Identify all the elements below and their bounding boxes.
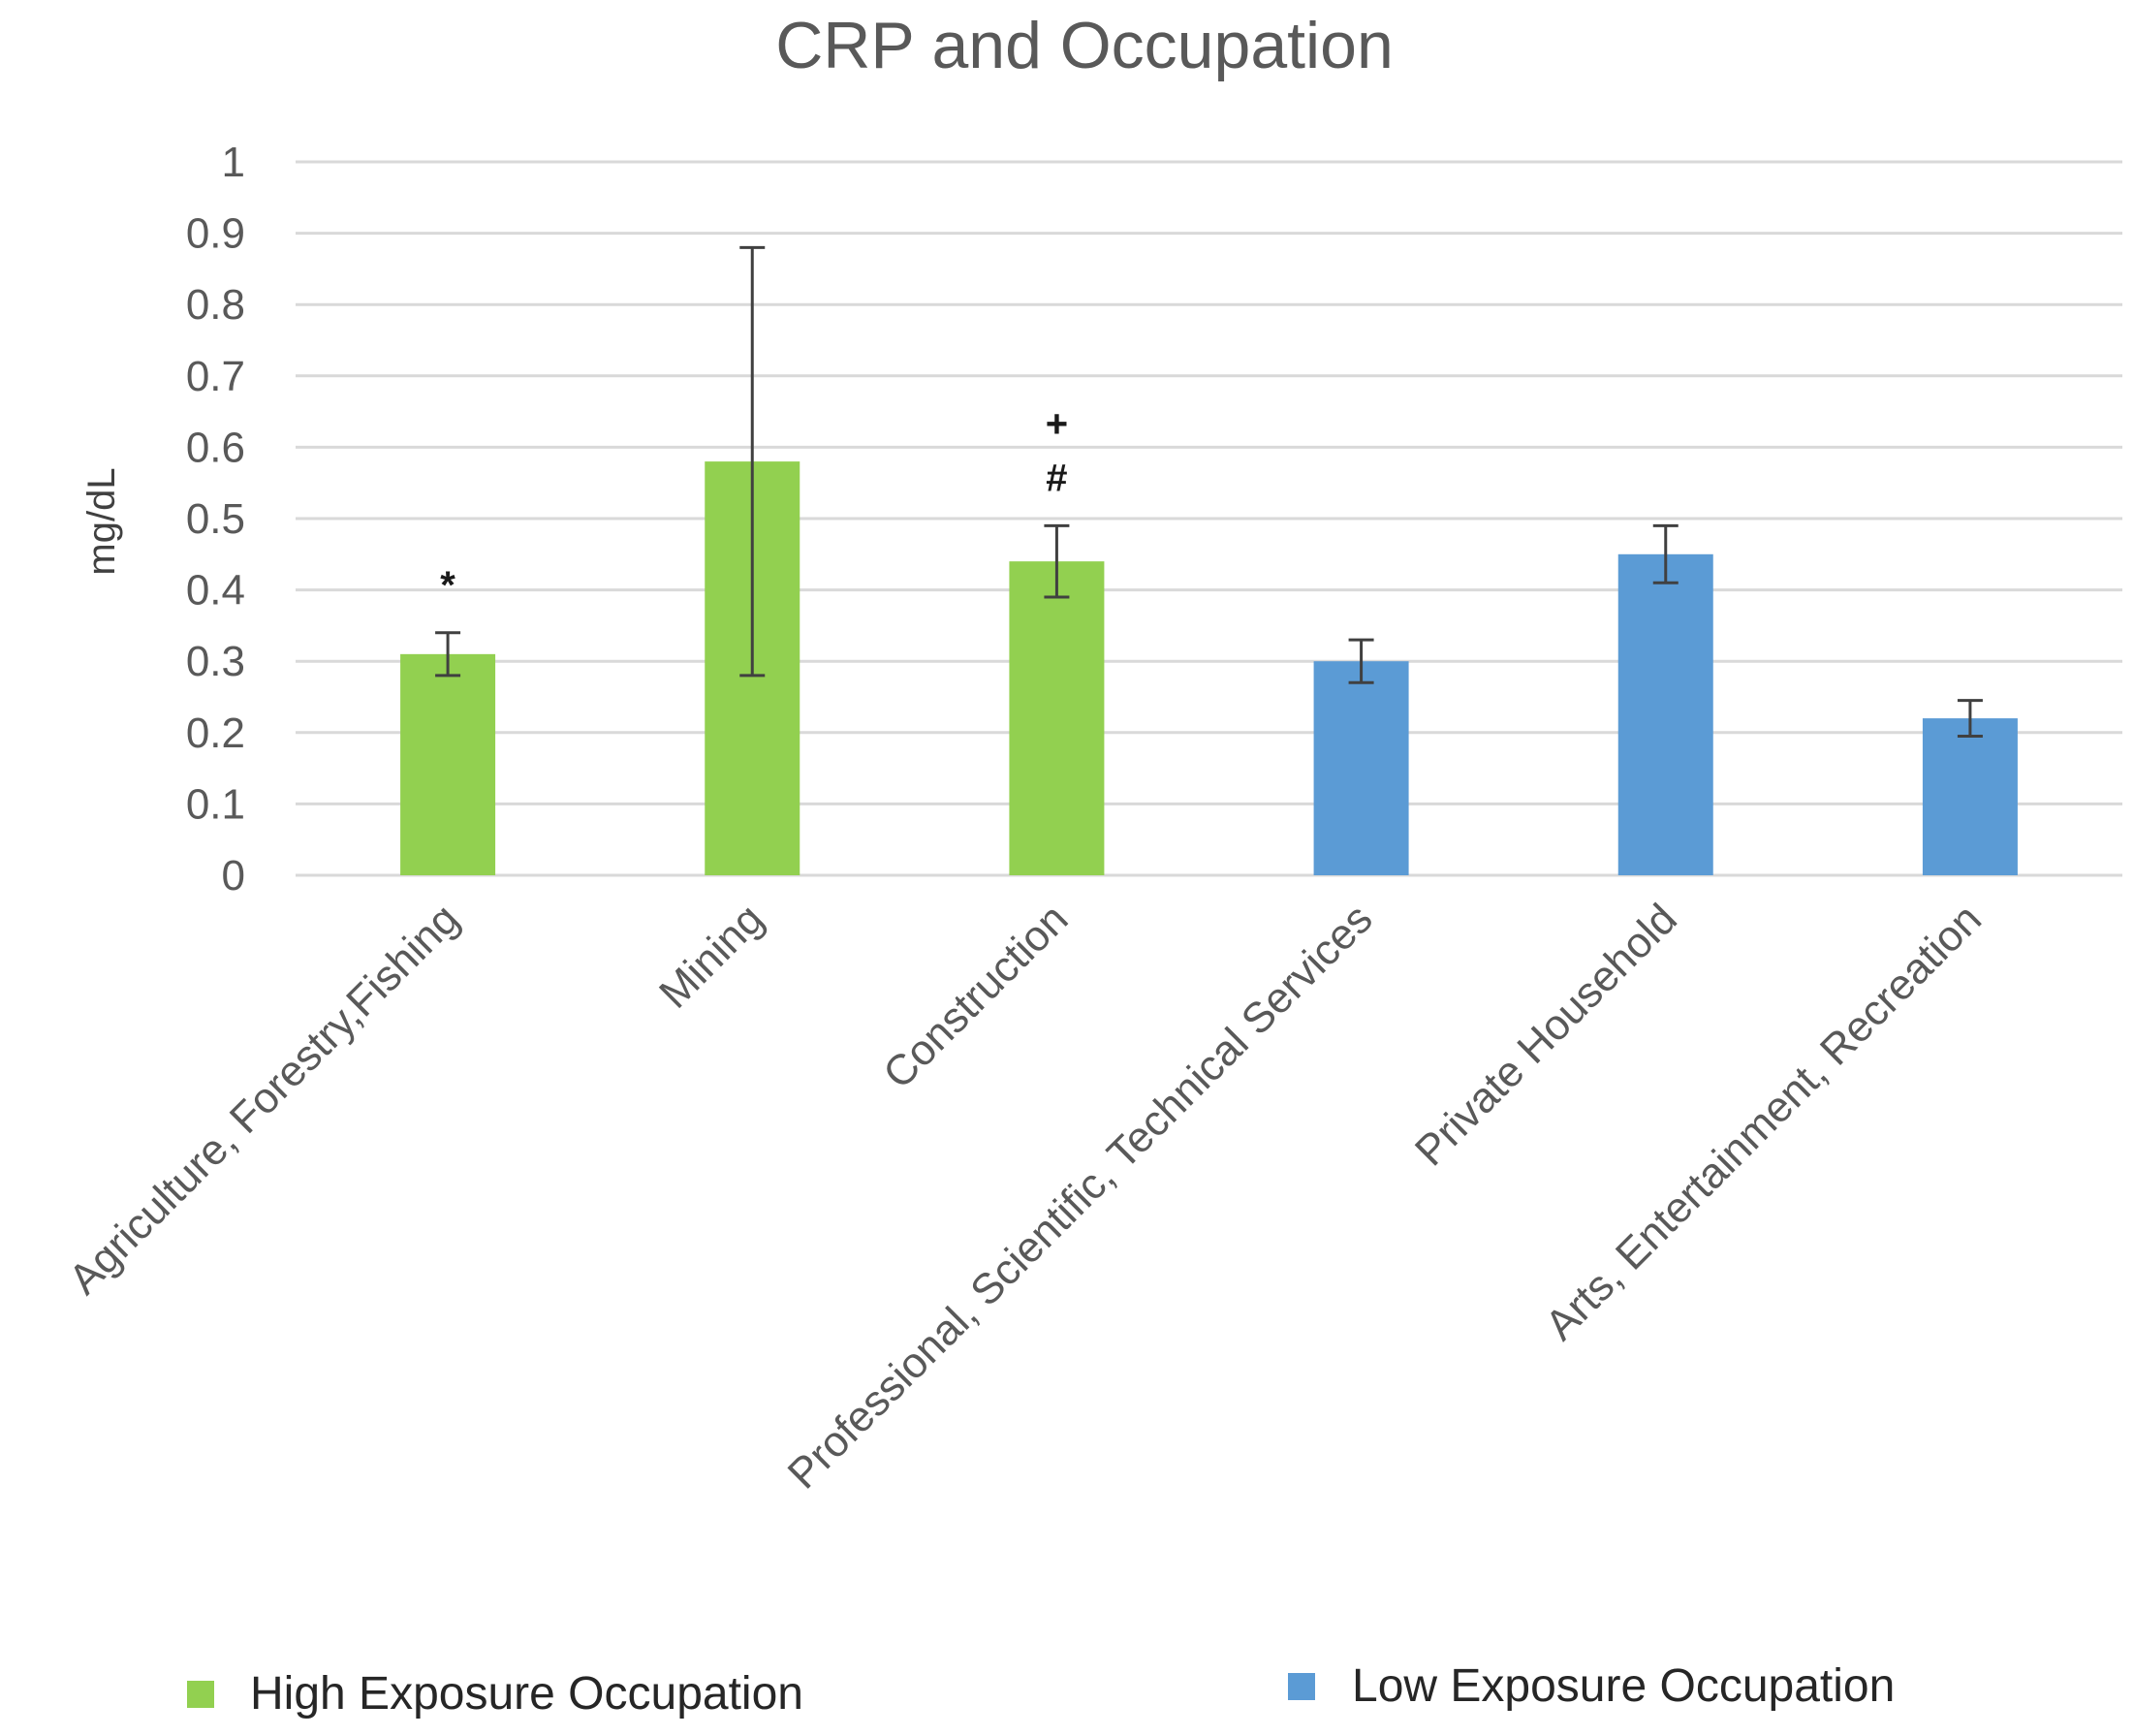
x-axis-labels: Agriculture, Forestry,Fishing Mining Const… — [60, 895, 1991, 1498]
bar — [1922, 718, 2018, 875]
bar — [1009, 561, 1105, 875]
bar — [1617, 553, 1713, 875]
significance-annotations: * # + — [440, 402, 1068, 606]
annotation-mark: + — [1046, 402, 1068, 445]
y-tick-label: 0.4 — [186, 567, 245, 615]
y-tick-label: 0.7 — [186, 353, 245, 400]
y-tick-label: 0 — [222, 852, 245, 900]
legend-swatch-high — [187, 1681, 214, 1708]
chart-title: CRP and Occupation — [775, 9, 1394, 82]
x-tick-label: Agriculture, Forestry,Fishing — [60, 895, 468, 1303]
legend: High Exposure Occupation Low Exposure Oc… — [187, 1660, 1895, 1720]
bar — [1313, 661, 1409, 875]
y-tick-label: 0.3 — [186, 638, 245, 685]
annotation-mark: * — [440, 564, 455, 607]
y-tick-label: 1 — [222, 139, 245, 186]
bar — [400, 653, 496, 875]
legend-swatch-low — [1288, 1673, 1315, 1700]
legend-label-high: High Exposure Occupation — [250, 1668, 803, 1720]
y-tick-label: 0.2 — [186, 710, 245, 757]
x-tick-label: Private Household — [1406, 895, 1686, 1175]
error-bars — [435, 245, 1983, 738]
y-axis-ticks: 0 0.1 0.2 0.3 0.4 0.5 0.6 0.7 0.8 0.9 1 — [186, 139, 245, 900]
y-tick-label: 0.6 — [186, 424, 245, 471]
y-tick-label: 0.9 — [186, 210, 245, 258]
x-tick-label: Construction — [874, 895, 1077, 1097]
y-tick-label: 0.1 — [186, 780, 245, 828]
y-axis-label: mg/dL — [80, 467, 123, 575]
y-tick-label: 0.8 — [186, 281, 245, 329]
x-tick-label: Professional, Scientific, Technical Serv… — [779, 895, 1382, 1498]
gridlines — [296, 160, 2122, 877]
legend-label-low: Low Exposure Occupation — [1352, 1660, 1895, 1712]
x-tick-label: Mining — [650, 895, 772, 1017]
bars — [400, 461, 2018, 875]
y-tick-label: 0.5 — [186, 495, 245, 543]
annotation-mark: # — [1046, 457, 1067, 499]
